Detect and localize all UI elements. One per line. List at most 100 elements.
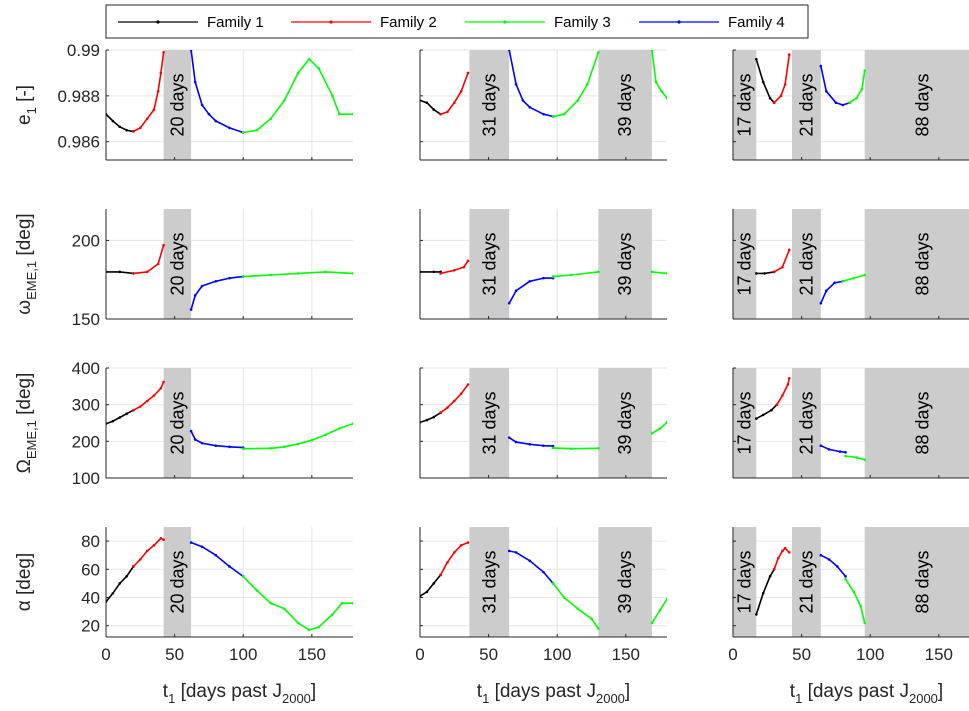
series-group: [755, 546, 867, 625]
data-point-family-4: [514, 289, 518, 293]
data-point-family-4: [825, 289, 828, 293]
series-group: [755, 248, 867, 305]
data-point-family-4: [819, 444, 823, 448]
data-point-family-3: [331, 94, 334, 98]
data-point-family-3: [337, 427, 341, 430]
data-point-family-2: [466, 541, 470, 544]
series-family-4: [819, 444, 847, 454]
data-point-family-1: [755, 417, 758, 420]
gap-patch: [598, 527, 652, 637]
series-family-4: [190, 275, 244, 311]
y-tick-label: 300: [72, 396, 100, 415]
data-point-family-4: [841, 103, 845, 107]
legend-marker-3: [503, 20, 507, 24]
data-point-family-3: [848, 101, 851, 105]
subplot-omega-col1: 20 days 150 200: [72, 209, 353, 329]
data-point-family-3: [569, 273, 573, 277]
data-point-family-2: [439, 411, 442, 415]
data-point-family-3: [863, 621, 867, 625]
data-point-family-3: [324, 270, 327, 274]
y-tick-label: 100: [72, 469, 100, 488]
data-point-family-1: [432, 415, 436, 419]
data-point-family-4: [528, 279, 532, 283]
data-point-family-4: [189, 50, 193, 52]
series-family-3: [242, 58, 353, 134]
data-point-family-4: [528, 442, 532, 446]
data-point-family-1: [768, 575, 772, 578]
subplot-Omega-col1: 20 days 100 200 300 400: [72, 359, 353, 488]
data-point-family-4: [514, 440, 518, 444]
data-point-family-2: [459, 89, 463, 93]
data-point-family-3: [863, 69, 867, 72]
data-point-family-4: [200, 545, 204, 549]
series-family-1: [420, 574, 442, 597]
data-point-family-3: [650, 270, 654, 274]
gap-label: 88 days: [912, 550, 932, 613]
data-point-family-2: [779, 94, 783, 98]
gap-label: 17 days: [735, 550, 755, 613]
data-point-family-1: [755, 613, 758, 616]
subplot-e1-col2: 31 days 39 days: [419, 49, 667, 161]
data-point-family-4: [551, 444, 555, 448]
gap-patch: [163, 527, 192, 637]
x-tick-label: 0: [415, 645, 424, 664]
gap-label: 31 days: [479, 232, 499, 295]
data-point-family-4: [825, 89, 828, 93]
data-point-family-4: [214, 119, 218, 123]
data-point-family-1: [425, 590, 429, 594]
gap-patch: [469, 50, 510, 160]
data-point-family-2: [145, 399, 149, 403]
data-point-family-4: [833, 281, 836, 285]
data-point-family-2: [152, 108, 156, 111]
data-point-family-1: [118, 582, 122, 585]
gap-patch: [792, 527, 821, 637]
gap-label: 39 days: [615, 73, 635, 136]
data-point-family-3: [859, 604, 862, 608]
y-tick-label: 0.986: [57, 133, 100, 152]
data-point-family-2: [772, 568, 776, 571]
data-point-family-2: [786, 383, 790, 386]
x-tick-label: 100: [229, 645, 257, 664]
data-point-family-3: [241, 131, 245, 134]
data-point-family-3: [269, 117, 272, 121]
data-point-family-4: [193, 438, 197, 441]
data-point-family-3: [863, 273, 867, 277]
gap-label: 21 days: [796, 550, 816, 613]
gap-patch: [598, 209, 652, 319]
data-point-family-4: [542, 276, 545, 280]
data-point-family-4: [507, 50, 511, 52]
data-point-family-3: [269, 601, 272, 605]
gap-label: 17 days: [735, 73, 755, 136]
data-point-family-4: [200, 441, 204, 445]
gap-label: 39 days: [615, 391, 635, 454]
subplot-e1-col1: 20 days 0.986 0.988 0.99: [57, 41, 353, 161]
data-point-family-2: [132, 130, 135, 133]
y-tick-label: 0.988: [57, 87, 100, 106]
series-group: [755, 376, 867, 461]
gap-patch: [163, 209, 192, 319]
data-point-family-2: [787, 376, 791, 380]
data-point-family-3: [665, 420, 667, 424]
gap-patch: [733, 368, 757, 478]
legend-marker-1: [156, 20, 160, 24]
data-point-family-3: [852, 276, 856, 280]
series-group: [106, 50, 353, 134]
data-point-family-3: [665, 272, 667, 275]
x-tick-label: 150: [298, 645, 326, 664]
data-point-family-1: [118, 125, 122, 129]
axis-labels: t1 [days past J2000] t1 [days past J2000]…: [14, 85, 943, 706]
data-point-family-4: [507, 549, 511, 553]
data-point-family-1: [770, 408, 773, 412]
data-point-family-2: [145, 549, 149, 553]
subplot-omega-col3: 17 days 21 days 88 days: [732, 209, 969, 320]
data-point-family-3: [551, 275, 555, 278]
data-point-family-4: [838, 450, 842, 453]
gap-label: 39 days: [615, 550, 635, 613]
x-tick-label: 0: [728, 645, 737, 664]
data-point-family-1: [432, 270, 436, 274]
y-axis-label-e1: e1 [-]: [14, 85, 39, 125]
gap-patch: [864, 50, 969, 160]
x-tick-label: 50: [165, 645, 184, 664]
legend-label-1: Family 1: [207, 14, 264, 31]
gap-label: 17 days: [735, 232, 755, 295]
